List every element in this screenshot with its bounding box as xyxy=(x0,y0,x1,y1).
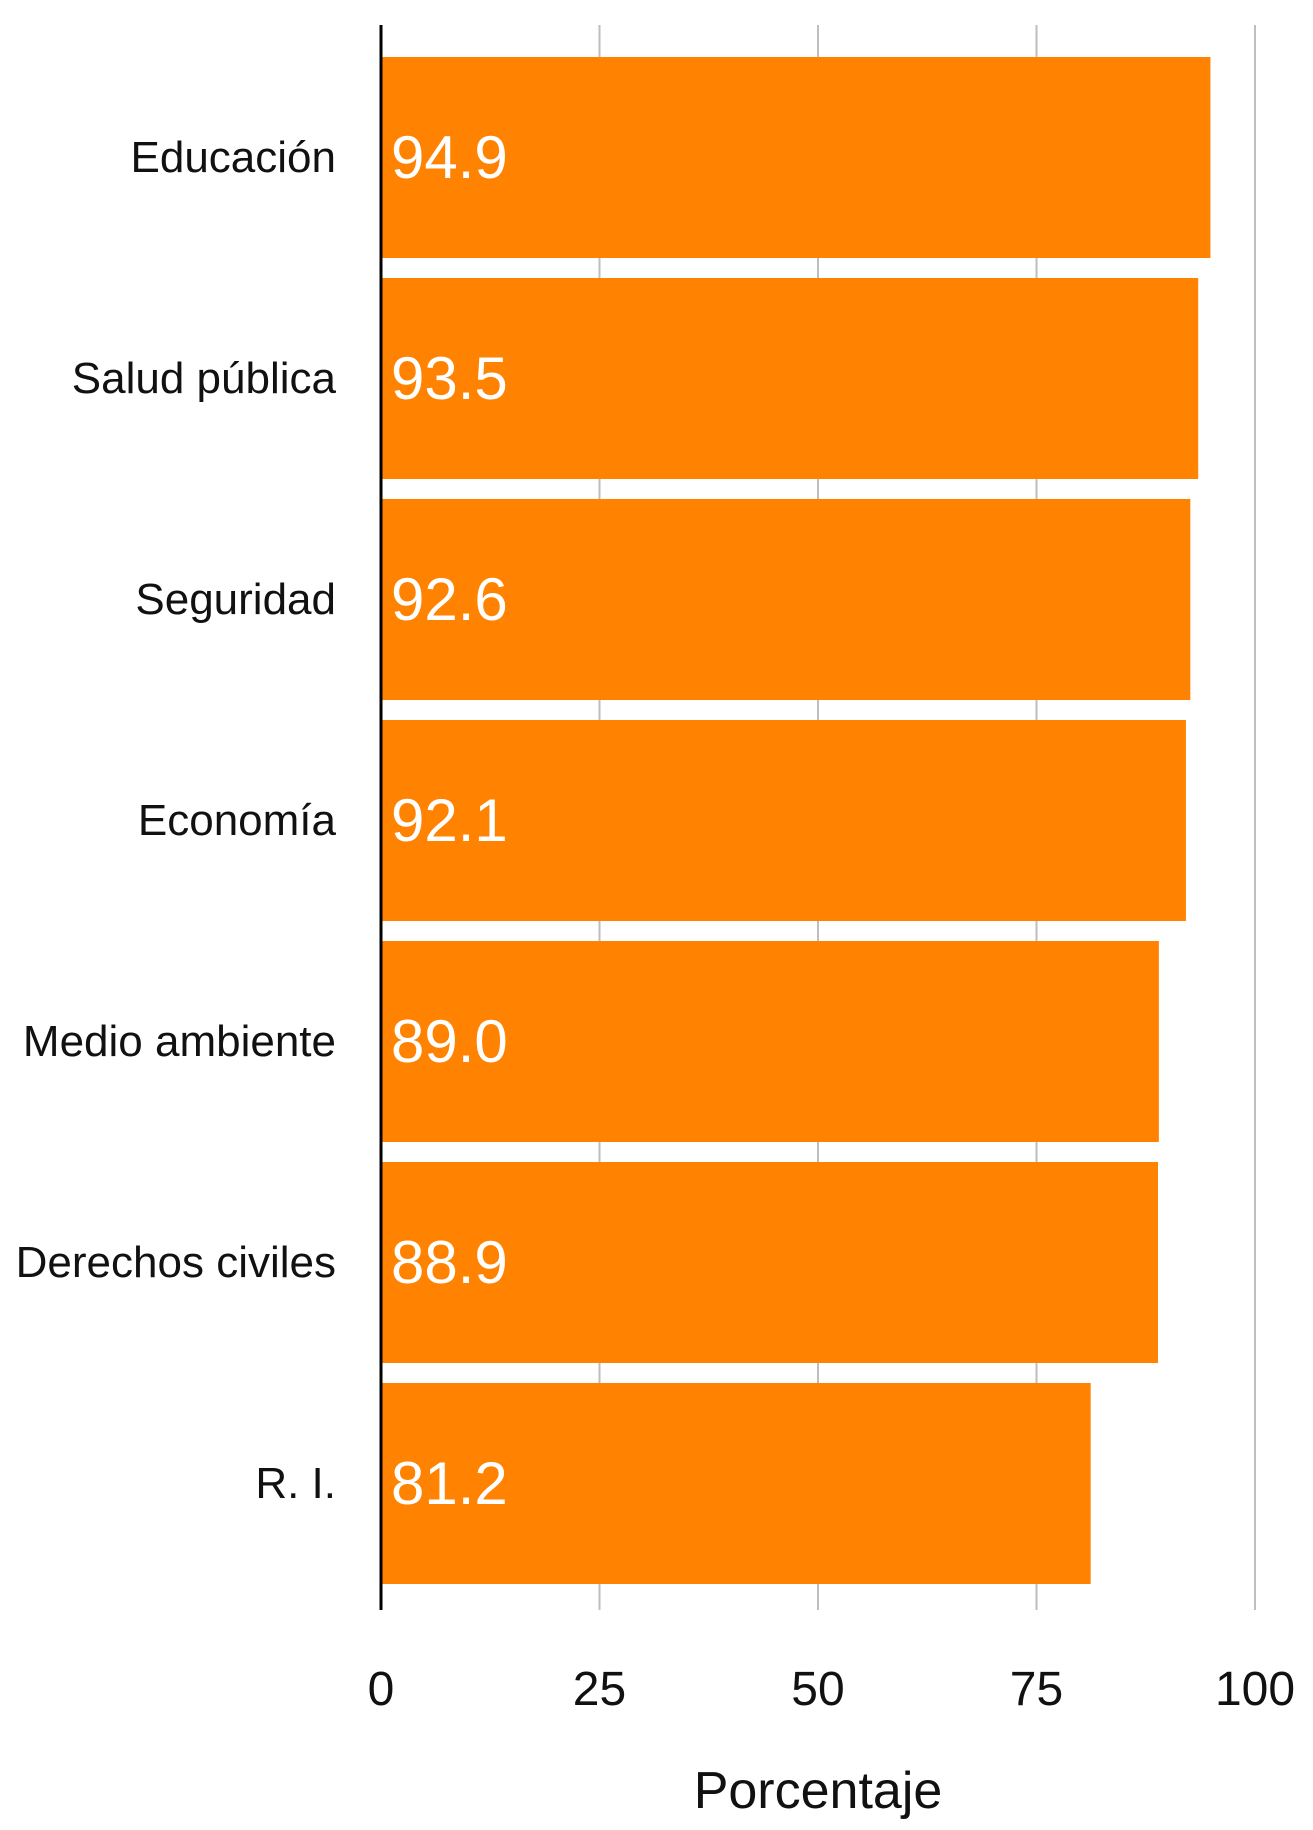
value-label-4: 92.1 xyxy=(391,787,508,854)
bar-3 xyxy=(381,499,1191,700)
category-label-2: Salud pública xyxy=(72,354,337,403)
value-label-3: 92.6 xyxy=(391,566,508,633)
value-label-1: 94.9 xyxy=(391,124,508,191)
value-label-7: 81.2 xyxy=(391,1450,508,1517)
bar-5 xyxy=(381,941,1159,1142)
value-label-5: 89.0 xyxy=(391,1008,508,1075)
x-tick-label-75: 75 xyxy=(1010,1663,1063,1716)
bar-4 xyxy=(381,720,1186,921)
x-tick-label-100: 100 xyxy=(1215,1663,1295,1716)
bar-1 xyxy=(381,57,1211,258)
bar-2 xyxy=(381,278,1199,479)
x-axis-title: Porcentaje xyxy=(694,1762,943,1820)
value-label-2: 93.5 xyxy=(391,345,508,412)
x-tick-label-0: 0 xyxy=(368,1663,395,1716)
value-label-6: 88.9 xyxy=(391,1229,508,1296)
category-labels: Educación Salud pública Seguridad Economía M… xyxy=(16,133,337,1508)
bar-6 xyxy=(381,1162,1158,1363)
category-label-7: R. I. xyxy=(255,1459,336,1508)
category-label-1: Educación xyxy=(131,133,336,182)
bar-7 xyxy=(381,1383,1091,1584)
category-label-6: Derechos civiles xyxy=(16,1238,336,1287)
bars xyxy=(381,57,1211,1584)
x-tick-label-50: 50 xyxy=(791,1663,844,1716)
category-label-5: Medio ambiente xyxy=(23,1017,336,1066)
value-labels: 94.9 93.5 92.6 92.1 89.0 88.9 81.2 xyxy=(391,124,508,1517)
category-label-4: Economía xyxy=(138,796,337,845)
category-label-3: Seguridad xyxy=(135,575,336,624)
x-tick-label-25: 25 xyxy=(573,1663,626,1716)
x-tick-labels: 0 25 50 75 100 xyxy=(368,1663,1295,1716)
